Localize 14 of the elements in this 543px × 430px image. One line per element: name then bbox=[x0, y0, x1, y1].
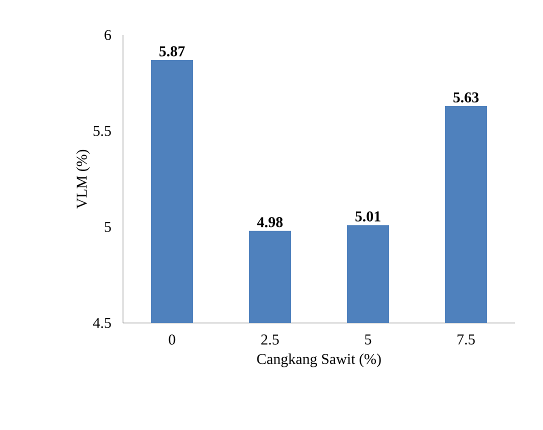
x-tick-label: 0 bbox=[168, 334, 176, 345]
data-label: 5.01 bbox=[355, 211, 380, 222]
y-tick-label: 6 bbox=[104, 30, 112, 40]
y-tick-label: 5.5 bbox=[94, 126, 111, 136]
x-tick-label: 7.5 bbox=[458, 334, 475, 345]
y-tick-label: 4.5 bbox=[93, 318, 111, 328]
data-label: 5.63 bbox=[453, 92, 479, 103]
x-tick-label: 5 bbox=[365, 334, 372, 344]
x-tick-label: 2.5 bbox=[261, 334, 279, 345]
y-tick-label: 5 bbox=[104, 222, 111, 232]
x-axis-title: Cangkang Sawit (%) bbox=[257, 354, 381, 368]
data-label: 4.98 bbox=[257, 217, 283, 228]
y-axis-title: VLM (%) bbox=[76, 150, 90, 209]
data-label: 5.87 bbox=[159, 46, 185, 56]
